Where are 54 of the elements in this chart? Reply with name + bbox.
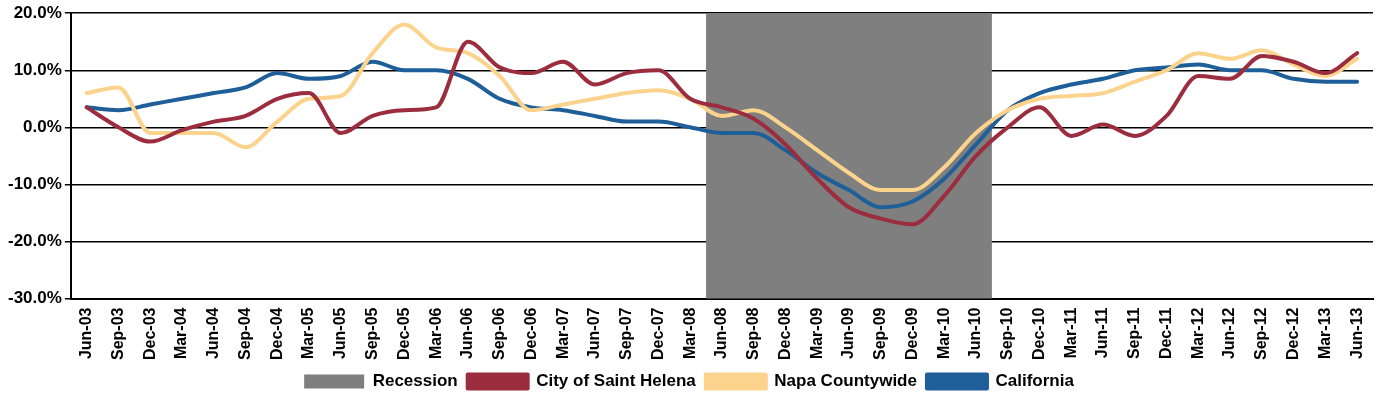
x-tick-label: Jun-09 [839,307,857,360]
x-tick-label: Sep-04 [235,307,253,360]
x-tick-label: Dec-10 [1029,307,1047,361]
line-series [84,22,1360,193]
x-tick-label: Dec-11 [1156,307,1174,360]
y-tick-label: 10.0% [13,59,62,79]
y-tick-label: -10.0% [7,174,62,194]
x-tick-label: Mar-10 [934,307,952,360]
x-tick-label: Dec-03 [140,307,158,361]
x-tick-label: Dec-08 [775,307,793,361]
legend-label: California [995,371,1075,391]
x-tick-label: Jun-05 [331,307,349,360]
x-tick-label: Mar-05 [299,307,317,360]
x-tick-label: Jun-04 [204,307,222,360]
x-tick-label: Sep-06 [490,307,508,360]
x-tick-label: Sep-11 [1125,307,1143,360]
x-tick-label: Jun-10 [966,307,984,360]
x-tick-label: Jun-13 [1347,307,1365,360]
y-tick-label: -20.0% [7,231,62,251]
x-tick-label: Sep-07 [617,307,635,360]
x-tick-label: Sep-05 [362,307,380,360]
x-tick-label: Jun-07 [585,307,603,360]
x-tick-label: Dec-06 [521,307,539,361]
x-tick-label: Mar-06 [426,307,444,360]
x-tick-label: Mar-11 [1061,307,1079,359]
legend-label: Napa Countywide [774,371,917,391]
x-tick-label: Dec-09 [902,307,920,361]
x-tick-label: Sep-03 [108,307,126,360]
x-tick-label: Mar-12 [1188,307,1206,360]
line-series [84,39,1360,227]
x-tick-label: Sep-12 [1252,307,1270,360]
x-tick-label: Mar-13 [1315,307,1333,360]
x-tick-label: Dec-04 [267,307,285,361]
line-series [84,59,1360,210]
x-tick-label: Dec-12 [1284,307,1302,361]
x-tick-label: Mar-08 [680,307,698,360]
x-tick-label: Dec-05 [394,307,412,361]
x-tick-label: Mar-09 [807,307,825,360]
x-tick-label: Jun-03 [77,307,95,360]
x-tick-label: Sep-10 [998,307,1016,360]
legend-label: City of Saint Helena [536,371,697,391]
x-tick-label: Jun-08 [712,307,730,360]
x-tick-label: Sep-08 [744,307,762,360]
y-tick-label: 0.0% [23,117,62,137]
legend-label: Recession [372,371,458,391]
x-tick-label: Jun-11 [1093,307,1111,359]
x-tick-label: Mar-07 [553,307,571,360]
x-tick-label: Dec-07 [648,307,666,361]
y-tick-label: -30.0% [7,288,62,308]
y-tick-label: 20.0% [13,2,62,22]
x-tick-label: Jun-12 [1220,307,1238,360]
x-tick-label: Mar-04 [172,307,190,360]
x-tick-label: Sep-09 [871,307,889,360]
x-tick-label: Jun-06 [458,307,476,360]
